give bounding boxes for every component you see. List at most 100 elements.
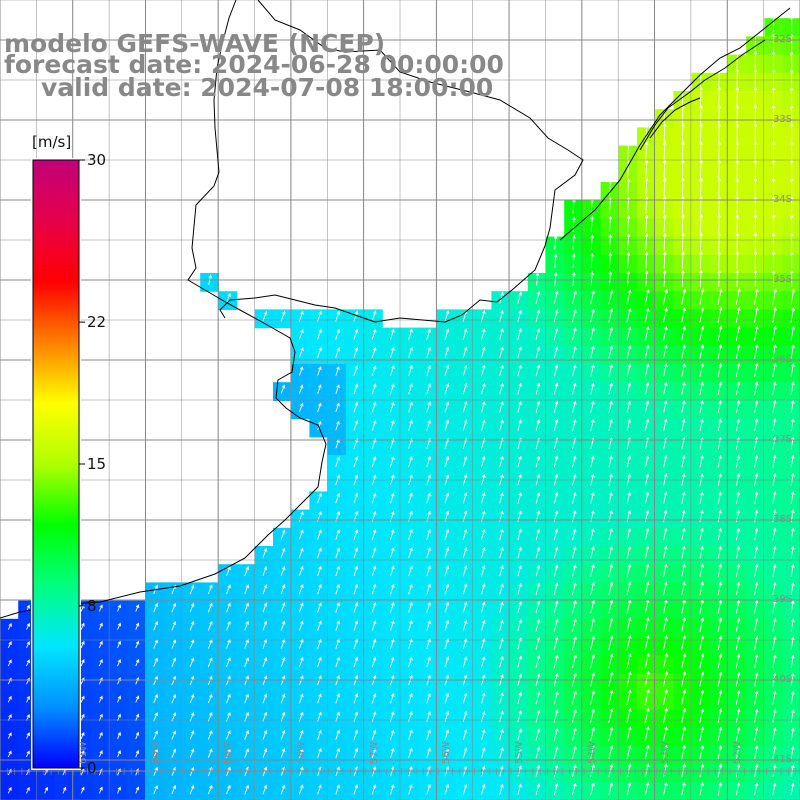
wind-arrow — [681, 491, 686, 504]
wind-arrow — [681, 418, 686, 432]
wind-arrow — [608, 382, 613, 395]
wind-arrow — [408, 492, 413, 504]
wind-arrow — [499, 291, 504, 304]
wind-arrow — [753, 213, 758, 233]
wind-arrow — [608, 527, 613, 541]
wind-arrow — [317, 529, 322, 540]
wind-arrow — [553, 419, 559, 431]
lon-label-58W: 58W — [295, 741, 307, 764]
wind-arrow — [735, 325, 741, 341]
wind-arrow — [462, 455, 468, 468]
wind-arrow — [681, 381, 686, 395]
wind-arrow — [499, 364, 504, 377]
wind-arrow — [517, 401, 522, 413]
wind-arrow — [353, 347, 359, 358]
wind-arrow — [789, 15, 794, 32]
wind-arrow — [608, 345, 614, 359]
wind-arrow — [480, 455, 486, 468]
wind-arrow — [717, 250, 721, 269]
wind-arrow — [663, 363, 668, 377]
wind-arrow — [753, 50, 758, 69]
wind-arrow — [717, 381, 723, 395]
wind-arrow — [408, 529, 413, 540]
wind-arrow — [790, 344, 795, 359]
wind-arrow — [789, 269, 794, 287]
wind-arrow — [317, 565, 322, 577]
wind-arrow — [753, 250, 758, 269]
wind-arrow — [499, 492, 504, 504]
wind-arrow — [789, 50, 794, 69]
wind-arrow — [644, 214, 649, 233]
wind-arrow — [699, 86, 703, 106]
wind-arrow — [717, 86, 722, 106]
wind-arrow — [663, 455, 668, 468]
wind-arrow — [754, 491, 759, 504]
wind-arrow — [335, 456, 341, 467]
lon-label-56W: 56W — [441, 741, 453, 764]
wind-arrow — [771, 122, 776, 142]
wind-arrow — [371, 565, 377, 577]
wind-arrow — [553, 491, 559, 504]
wind-arrow — [626, 491, 632, 504]
wind-arrow — [644, 491, 650, 504]
wind-arrow — [480, 528, 486, 540]
wind-arrow — [735, 344, 741, 359]
wind-arrow — [371, 529, 377, 540]
wind-arrow — [754, 362, 759, 377]
wind-arrow — [735, 418, 741, 432]
wind-arrow — [663, 418, 668, 432]
wind-arrow — [681, 269, 685, 287]
wind-arrow — [480, 565, 486, 577]
wind-arrow — [753, 177, 758, 197]
wind-arrow — [699, 491, 704, 504]
wind-arrow — [699, 362, 704, 377]
wind-arrow — [480, 546, 486, 559]
wind-arrow — [754, 344, 759, 359]
wind-arrow — [644, 400, 650, 413]
wind-arrow — [771, 213, 776, 233]
wind-arrow — [317, 347, 322, 358]
wind-arrow — [662, 214, 667, 233]
wind-arrow — [480, 346, 486, 359]
wind-arrow — [499, 419, 504, 431]
wind-arrow — [681, 122, 685, 142]
wind-arrow — [499, 401, 504, 413]
wind-arrow — [353, 529, 359, 540]
wind-arrow — [735, 362, 741, 377]
wind-arrow — [353, 565, 359, 577]
wind-arrow — [535, 291, 541, 304]
wind-arrow — [754, 454, 759, 468]
wind-arrow — [644, 363, 650, 377]
wind-arrow — [444, 383, 450, 395]
wind-arrow — [626, 545, 632, 559]
wind-arrow — [572, 234, 576, 250]
wind-arrow — [571, 564, 577, 577]
wind-arrow — [462, 528, 468, 540]
colorbar-tick-label-8: 8 — [87, 596, 97, 615]
wind-arrow — [626, 233, 631, 251]
wind-arrow — [735, 288, 741, 305]
wind-arrow — [681, 251, 685, 269]
wind-arrow — [553, 364, 559, 377]
wind-arrow — [735, 527, 741, 541]
wind-arrow — [226, 566, 231, 576]
wind-arrow — [644, 141, 649, 160]
wind-arrow — [717, 362, 723, 377]
wind-arrow — [371, 365, 377, 377]
wind-arrow — [517, 492, 522, 504]
wind-arrow — [353, 547, 359, 558]
wind-arrow — [371, 547, 377, 559]
wind-arrow — [626, 400, 632, 413]
wind-arrow — [699, 325, 705, 341]
wind-arrow — [426, 401, 432, 413]
wind-arrow — [553, 564, 559, 577]
wind-arrow — [353, 310, 359, 322]
wind-arrow — [789, 214, 794, 233]
wind-arrow — [517, 546, 522, 559]
wind-arrow — [717, 454, 722, 468]
wind-arrow — [335, 384, 340, 394]
wind-arrow — [280, 310, 286, 322]
wind-arrow — [517, 455, 522, 468]
wind-arrow — [753, 32, 758, 51]
